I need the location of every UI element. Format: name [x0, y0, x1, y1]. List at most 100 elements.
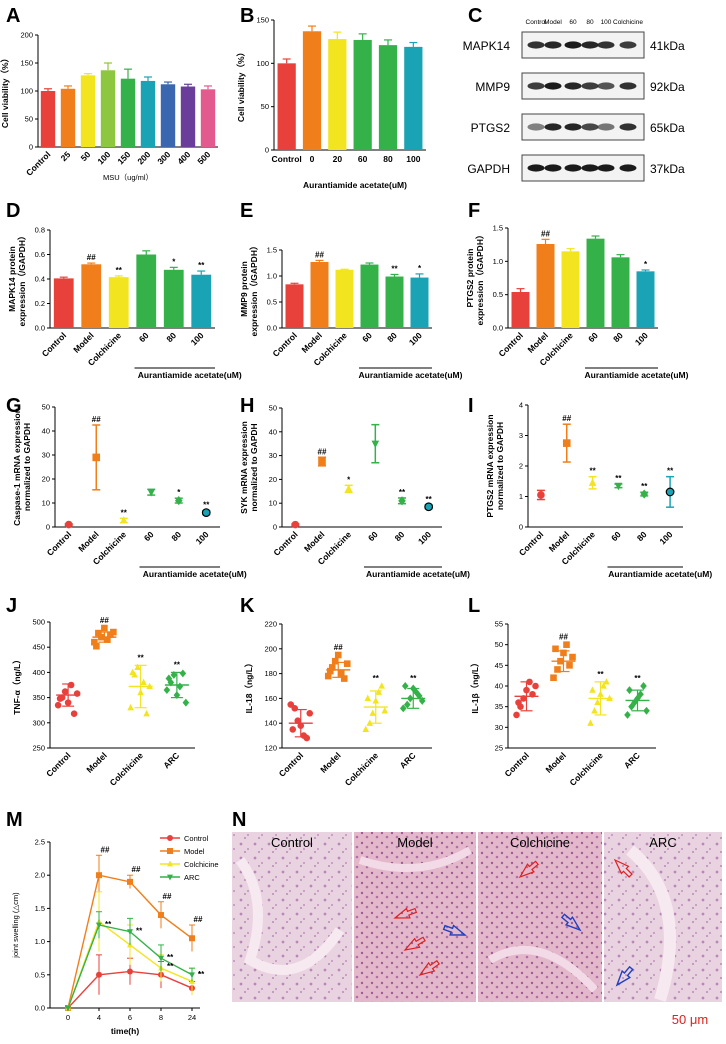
x-tick-label: Model	[76, 529, 100, 553]
x-tick-label: 4	[97, 1013, 101, 1022]
panel-letter-b: B	[240, 5, 254, 27]
significance-mark: ##	[559, 633, 568, 642]
data-point	[532, 682, 539, 690]
significance-mark: **	[198, 261, 205, 270]
series-point	[96, 922, 102, 929]
point-control	[64, 520, 73, 529]
y-tick-label: 350	[32, 693, 45, 702]
blot-band	[597, 164, 615, 172]
y-tick-label: 2.5	[35, 838, 45, 847]
red-arrow-4	[518, 860, 539, 879]
data-point	[600, 682, 607, 689]
data-point	[143, 709, 150, 717]
x-tick-label: Control	[24, 149, 52, 177]
blot-band	[544, 123, 562, 131]
blot-kda-label-ptgs2: 65kDa	[650, 121, 685, 135]
y-tick-label: 30	[42, 451, 50, 460]
series-point	[189, 935, 195, 942]
y-axis-label: MAPK14 protein	[7, 246, 17, 312]
point-80	[640, 489, 649, 499]
data-point	[401, 682, 409, 690]
series-point	[65, 1005, 71, 1012]
data-point	[176, 682, 184, 691]
data-point	[306, 709, 314, 717]
series-point	[158, 912, 164, 919]
significance-mark: ##	[101, 845, 110, 854]
x-tick-label: 60	[609, 529, 623, 543]
x-tick-label: 80	[385, 330, 399, 344]
y-tick-label: 150	[20, 59, 33, 68]
legend-marker	[167, 835, 173, 841]
significance-mark: **	[410, 674, 417, 683]
x-tick-label: Control	[271, 529, 299, 557]
y-tick-label: 180	[264, 669, 277, 678]
histology-label-model: Model	[397, 835, 433, 850]
blot-lane-label: Model	[544, 19, 562, 26]
bar-80	[378, 45, 398, 151]
tissue-fold-4	[487, 946, 598, 993]
y-axis-label: joint swelling (△cm)	[11, 892, 20, 959]
blot-lane-label: 60	[569, 19, 577, 26]
y-tick-label: 0	[265, 146, 269, 155]
y-tick-label: 0.4	[35, 275, 45, 284]
significance-mark: *	[418, 264, 422, 273]
x-axis-label: Aurantiamide acetate(uM)	[138, 370, 242, 380]
significance-mark: ##	[194, 915, 203, 924]
y-tick-label: 0	[519, 523, 523, 532]
significance-mark: *	[172, 257, 176, 266]
x-tick-label: ARC	[398, 750, 418, 770]
bar-80	[163, 269, 184, 328]
significance-mark: **	[167, 962, 174, 971]
data-point	[550, 674, 557, 682]
y-axis-label: TNF-α（ng/L）	[12, 655, 22, 715]
data-point	[56, 695, 64, 702]
data-point	[70, 710, 78, 718]
y-tick-label: 20	[269, 475, 277, 484]
x-tick-label: 100	[657, 529, 674, 546]
y-tick-label: 220	[264, 620, 277, 629]
tissue-fold-2	[626, 845, 676, 1002]
x-tick-label: 80	[383, 154, 393, 164]
y-tick-label: 55	[495, 620, 503, 629]
data-point	[369, 709, 377, 716]
data-point	[291, 705, 299, 712]
bar-25	[60, 88, 76, 147]
significance-mark: ##	[562, 414, 571, 423]
panel-letter-n: N	[232, 809, 246, 831]
panel-letter-d: D	[6, 200, 20, 222]
y-tick-label: 0	[29, 143, 33, 152]
data-point	[61, 688, 69, 695]
y-axis-label: Cell viability（%）	[236, 48, 246, 122]
y-tick-label: 0.5	[267, 298, 277, 307]
x-tick-label: Control	[44, 750, 72, 778]
y-tick-label: 0	[46, 523, 50, 532]
chart-h-syk-mrna: 0 10 20 30 40 50 SYK mRNA expression normalized…	[239, 404, 470, 580]
significance-mark: ##	[315, 250, 324, 259]
data-point	[513, 711, 520, 719]
data-point	[362, 725, 370, 733]
y-tick-label: 50	[42, 403, 50, 412]
y-axis-label: IL-18（ng/L）	[244, 659, 254, 714]
y-tick-label: 0.0	[493, 324, 503, 333]
series-point	[96, 872, 102, 879]
data-point	[337, 670, 345, 677]
bar-150	[120, 78, 136, 147]
panel-letter-i: I	[468, 395, 474, 417]
data-point	[637, 690, 644, 699]
y-tick-label: 45	[495, 661, 503, 670]
data-point	[626, 686, 633, 695]
significance-mark: **	[105, 920, 112, 929]
bar-400	[180, 86, 196, 147]
panel-letter-h: H	[240, 395, 254, 417]
blot-band	[581, 123, 599, 131]
x-axis-label: time(h)	[111, 1026, 140, 1036]
blot-lane-label: 100	[601, 19, 612, 26]
blot-kda-label-mmp9: 92kDa	[650, 80, 685, 94]
significance-mark: ##	[541, 229, 550, 238]
blot-kda-label-gapdh: 37kDa	[650, 162, 685, 176]
legend-label-colchicine: Colchicine	[184, 860, 219, 869]
y-axis-label: Cell viability（%）	[0, 54, 10, 128]
bar-model	[81, 264, 102, 328]
blot-protein-label-ptgs2: PTGS2	[471, 121, 511, 135]
